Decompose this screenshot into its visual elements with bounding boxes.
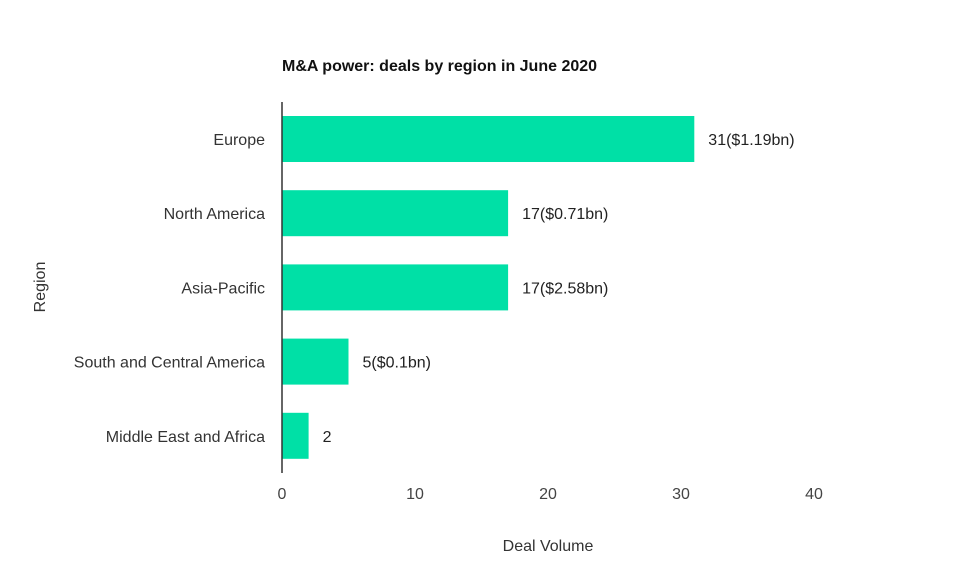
bar xyxy=(282,338,349,385)
category-label: Asia-Pacific xyxy=(181,280,265,297)
labels-layer: Europe 31($1.19bn) North America 17($0.71bn… xyxy=(74,132,823,503)
data-label: 31($1.19bn) xyxy=(708,132,794,149)
category-label: Middle East and Africa xyxy=(106,429,265,446)
data-label: 2 xyxy=(323,429,332,446)
x-axis-title: Deal Volume xyxy=(503,538,594,555)
bar xyxy=(282,116,695,162)
chart-title: M&A power: deals by region in June 2020 xyxy=(282,58,598,75)
y-axis-title: Region xyxy=(32,262,49,313)
x-tick-label: 30 xyxy=(672,486,690,503)
bar xyxy=(282,264,509,311)
category-label: North America xyxy=(164,206,265,223)
category-label: Europe xyxy=(213,132,265,149)
data-label: 5($0.1bn) xyxy=(363,355,432,372)
x-tick-label: 20 xyxy=(539,486,557,503)
x-tick-label: 40 xyxy=(805,486,823,503)
category-label: South and Central America xyxy=(74,355,265,372)
x-tick-label: 0 xyxy=(278,486,287,503)
data-label: 17($2.58bn) xyxy=(522,280,608,297)
bar xyxy=(282,412,309,459)
x-tick-label: 10 xyxy=(406,486,424,503)
data-label: 17($0.71bn) xyxy=(522,206,608,223)
bar xyxy=(282,190,509,237)
bars-layer xyxy=(282,116,695,459)
